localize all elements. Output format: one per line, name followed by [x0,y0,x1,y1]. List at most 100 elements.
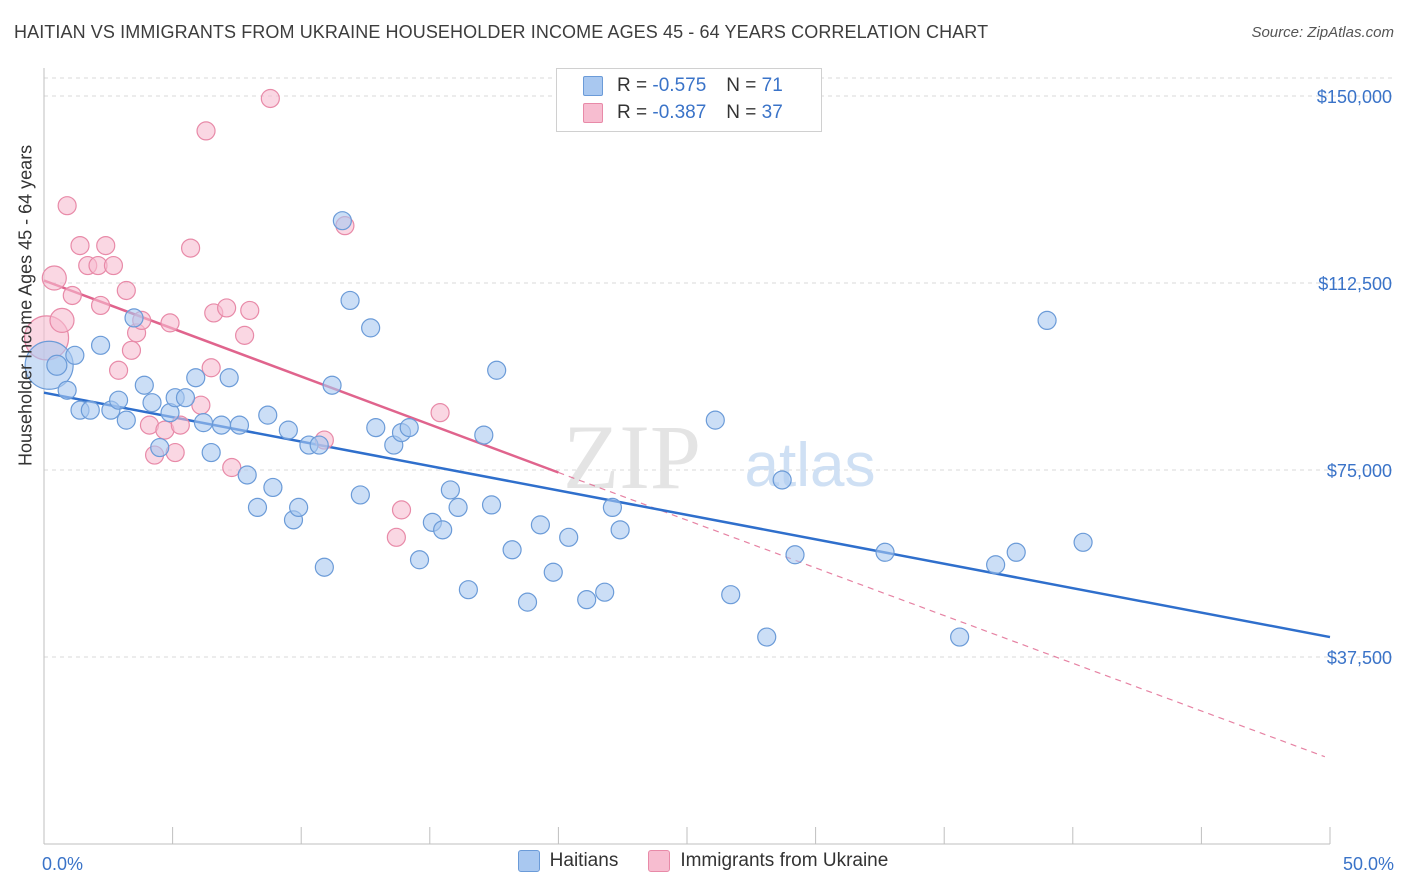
tick-labels: $37,500 $75,000 $112,500 $150,000 0.0% 50.0% [42,87,1394,874]
point-haitians [433,520,453,540]
point-haitians [610,520,630,540]
point-haitians [595,582,615,602]
point-haitians [1073,532,1093,552]
point-haitians [80,400,100,420]
point-haitians [263,477,283,498]
legend-r-haitians: -0.575 [652,75,707,96]
point-ukraine [430,403,450,423]
trend-line-haitians [43,391,1331,639]
point-haitians [409,550,430,570]
x-tick-label: 50.0% [1343,854,1394,874]
point-haitians [440,480,460,500]
point-haitians [458,580,478,600]
point-haitians [314,557,334,577]
point-haitians [577,590,597,610]
point-haitians [399,418,419,438]
legend-n-haitians: 71 [761,75,783,96]
point-haitians [142,393,162,413]
point-ukraine [235,325,255,345]
series-haitians [24,211,1093,647]
source-label: Source: ZipAtlas.com [1251,24,1394,41]
point-ukraine [201,358,221,378]
point-haitians [705,410,725,430]
point-haitians [258,405,278,425]
series-ukraine [23,88,450,547]
legend-label-ukraine: Immigrants from Ukraine [680,850,889,871]
legend-n-label: N = [726,102,757,123]
legend-r-label: R = [617,102,648,123]
point-haitians [350,485,370,505]
point-haitians [150,437,170,458]
point-haitians [340,290,360,311]
point-haitians [502,540,522,560]
y-tick-label: $112,500 [1318,274,1392,294]
watermark: ZIP atlas [563,406,875,508]
point-haitians [322,375,342,395]
legend-swatch-ukraine [583,103,603,123]
point-ukraine [108,360,129,380]
x-tick-label: 0.0% [42,854,83,874]
point-ukraine [240,300,260,321]
legend-n-ukraine: 37 [761,102,783,123]
y-tick-label: $150,000 [1317,87,1392,107]
watermark-atlas: atlas [745,431,876,500]
point-haitians [219,368,239,388]
point-haitians [46,354,68,376]
point-haitians [785,545,805,565]
point-ukraine [386,527,406,547]
point-haitians [517,592,538,612]
trend-line-ukraine-extension [558,471,1326,758]
point-haitians [448,497,468,517]
point-haitians [474,425,494,445]
point-haitians [278,420,298,440]
point-haitians [950,627,970,647]
point-haitians [237,465,257,485]
legend-label-haitians: Haitians [549,850,619,871]
point-haitians [559,527,579,547]
legend-item-haitians: Haitians [517,850,619,872]
series-legend: Haitians Immigrants from Ukraine [0,850,1406,872]
point-haitians [481,495,502,515]
point-haitians [116,410,136,430]
point-haitians [772,470,792,490]
point-haitians [986,555,1006,575]
point-haitians [186,368,206,388]
y-tick-label: $75,000 [1327,461,1392,481]
point-haitians [247,497,268,517]
point-ukraine [121,340,142,360]
point-ukraine [70,236,90,256]
point-ukraine [103,255,124,276]
point-ukraine [222,457,242,478]
point-haitians [57,380,77,400]
point-ukraine [160,313,180,333]
point-haitians [211,415,232,435]
point-ukraine [62,285,82,306]
point-haitians [366,418,386,438]
y-axis-label: Householder Income Ages 45 - 64 years [15,144,36,466]
y-tick-label: $37,500 [1327,648,1392,668]
point-haitians [1006,542,1026,562]
point-ukraine [217,298,237,318]
point-haitians [309,435,329,455]
point-haitians [361,318,381,338]
point-haitians [875,542,895,562]
point-haitians [175,388,196,408]
legend-n-label: N = [726,75,757,96]
point-haitians [332,211,352,231]
legend-r-ukraine: -0.387 [652,102,707,123]
point-haitians [530,515,550,535]
point-ukraine [96,236,116,256]
legend-swatch-haitians [517,850,540,872]
stats-legend: R = -0.575 N = 71 R = -0.387 N = 37 [556,68,822,132]
axes [43,68,1331,845]
grid-lines [44,77,1392,658]
point-haitians [193,413,214,433]
point-haitians [134,375,154,395]
point-haitians [543,562,563,582]
legend-item-ukraine: Immigrants from Ukraine [648,850,888,872]
point-ukraine [196,121,216,141]
legend-swatch-haitians [583,76,603,96]
point-haitians [602,497,623,517]
point-ukraine [391,500,412,520]
